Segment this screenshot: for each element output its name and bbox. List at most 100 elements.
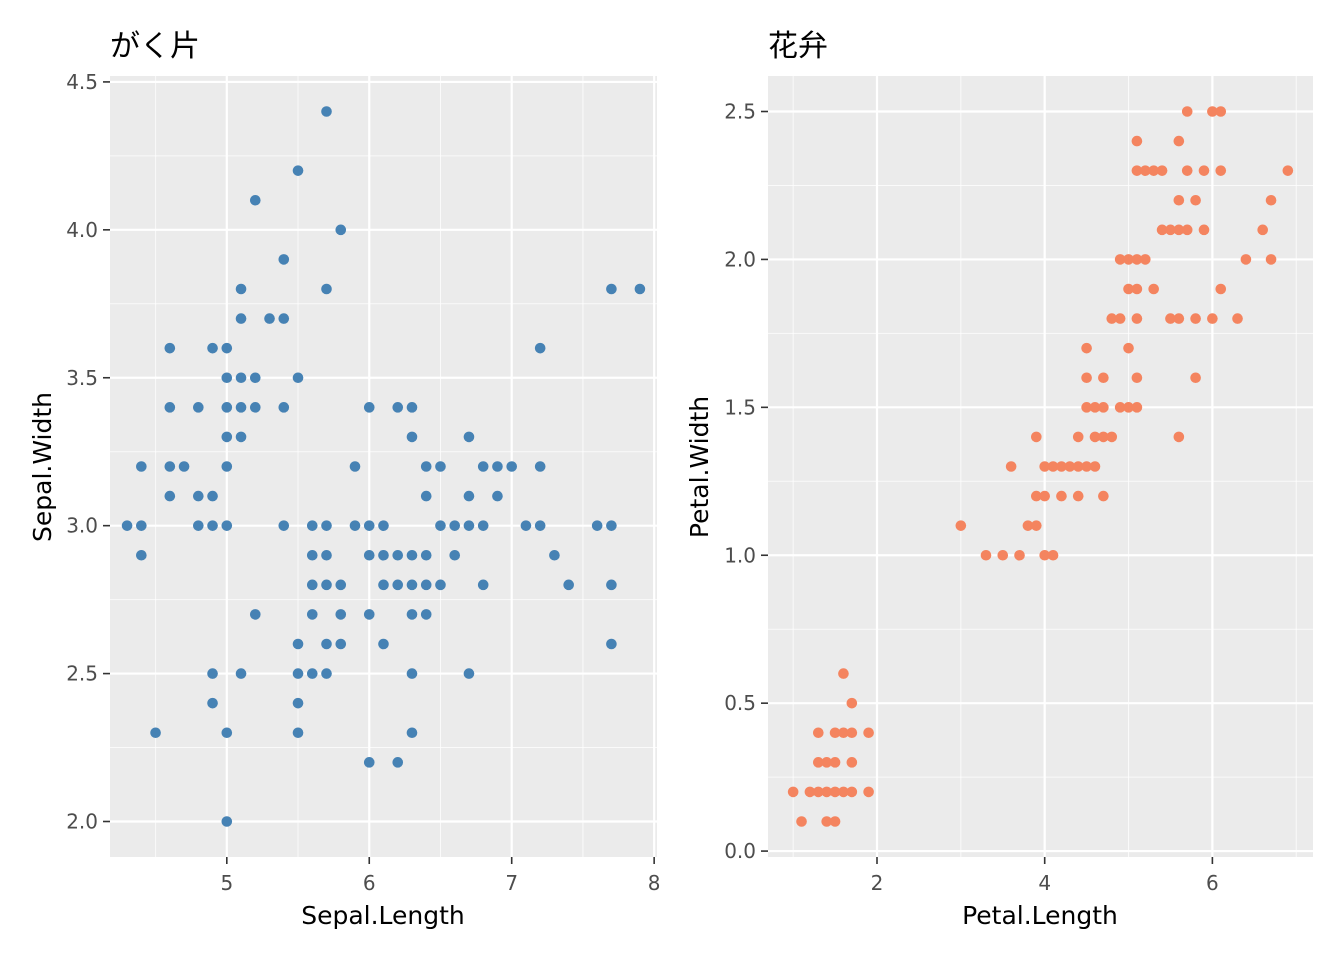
petal-data-point <box>1190 372 1201 384</box>
sepal-data-point <box>563 579 574 591</box>
sepal-data-point <box>420 461 432 472</box>
petal-data-point <box>1031 520 1042 531</box>
petal-data-point <box>1282 165 1294 176</box>
sepal-data-point <box>534 520 546 531</box>
sepal-data-point <box>264 313 275 324</box>
petal-data-point <box>1081 402 1092 413</box>
petal-data-point <box>1089 402 1101 413</box>
sepal-data-point <box>392 579 404 591</box>
sepal-data-point <box>363 402 375 413</box>
sepal-data-point <box>278 520 290 531</box>
sepal-data-point <box>492 490 503 502</box>
sepal-data-point <box>221 520 233 531</box>
petal-data-point <box>838 786 849 798</box>
sepal-ticks: 5 6 7 8 2.0 2.5 3.0 3.5 4.0 4.5 <box>66 70 660 895</box>
sepal-data-point <box>463 668 475 679</box>
sepal-data-point <box>335 638 347 650</box>
petal-y-tick-label: 2.5 <box>724 100 756 124</box>
sepal-points <box>121 106 646 827</box>
petal-data-point <box>1072 431 1084 443</box>
petal-data-point <box>1215 283 1227 295</box>
sepal-data-point <box>606 283 617 295</box>
sepal-data-point <box>534 461 546 472</box>
sepal-data-point <box>164 402 176 413</box>
petal-data-point <box>1207 106 1218 117</box>
petal-data-point <box>1056 490 1067 502</box>
petal-data-point <box>1232 313 1243 324</box>
petal-data-point <box>1140 165 1151 176</box>
sepal-data-point <box>420 549 432 561</box>
sepal-data-point <box>207 697 218 709</box>
petal-data-point <box>796 816 807 827</box>
petal-data-point <box>813 786 824 798</box>
petal-data-point <box>1031 490 1042 502</box>
petal-data-point <box>1131 165 1143 176</box>
sepal-data-point <box>321 106 332 117</box>
petal-data-point <box>1123 342 1134 354</box>
petal-grid <box>768 76 1313 857</box>
sepal-data-point <box>363 549 375 561</box>
sepal-data-point <box>306 579 318 591</box>
sepal-data-point <box>278 313 290 324</box>
sepal-data-point <box>306 609 318 620</box>
petal-data-point <box>1022 520 1034 531</box>
sepal-data-point <box>207 520 218 531</box>
sepal-x-tick-label: 6 <box>363 871 376 895</box>
petal-data-point <box>1072 461 1084 472</box>
sepal-data-point <box>420 490 432 502</box>
petal-data-point <box>1098 402 1109 413</box>
petal-data-point <box>1047 549 1059 561</box>
sepal-data-point <box>249 194 261 206</box>
petal-scatter-panel: 花弁 2 4 6 0.0 0.5 1.0 1.5 2.0 2.5 Petal.Length Pe… <box>685 29 1313 930</box>
sepal-data-point <box>449 520 461 531</box>
sepal-data-point <box>193 402 204 413</box>
sepal-data-point <box>463 431 475 443</box>
sepal-data-point <box>606 638 617 650</box>
sepal-data-point <box>420 609 432 620</box>
sepal-y-tick-label: 2.0 <box>66 810 98 834</box>
petal-data-point <box>1114 402 1126 413</box>
petal-data-point <box>838 727 849 739</box>
petal-data-point <box>1123 283 1134 295</box>
sepal-data-point <box>207 342 218 354</box>
petal-data-point <box>1131 283 1143 295</box>
sepal-data-point <box>306 668 318 679</box>
petal-y-axis-title: Petal.Width <box>685 396 714 538</box>
petal-data-point <box>863 727 874 739</box>
petal-data-point <box>1173 135 1185 147</box>
sepal-data-point <box>335 609 347 620</box>
petal-data-point <box>863 786 874 798</box>
sepal-data-point <box>463 490 475 502</box>
petal-x-axis-title: Petal.Length <box>962 901 1118 930</box>
sepal-data-point <box>477 520 489 531</box>
sepal-data-point <box>278 254 290 265</box>
sepal-data-point <box>406 668 418 679</box>
petal-data-point <box>1047 461 1059 472</box>
sepal-x-tick-label: 5 <box>220 871 233 895</box>
sepal-scatter-panel: がく片 5 6 7 82.02.53.03.54.04.5 Sepal.Length … <box>28 29 661 930</box>
sepal-data-point <box>292 668 304 679</box>
sepal-data-point <box>292 165 304 176</box>
sepal-data-point <box>164 342 176 354</box>
petal-data-point <box>1257 224 1268 236</box>
sepal-data-point <box>435 461 446 472</box>
petal-data-point <box>829 786 841 798</box>
petal-data-point <box>1173 224 1185 236</box>
petal-data-point <box>1064 461 1076 472</box>
sepal-data-point <box>235 283 247 295</box>
sepal-data-point <box>420 579 432 591</box>
sepal-y-tick-label: 4.5 <box>66 70 98 94</box>
sepal-data-point <box>292 697 304 709</box>
petal-plot-title: 花弁 <box>768 29 828 64</box>
sepal-y-tick-label: 3.0 <box>66 514 98 538</box>
petal-data-point <box>1005 461 1017 472</box>
sepal-data-point <box>549 549 560 561</box>
sepal-plot-title: がく片 <box>110 29 200 64</box>
petal-data-point <box>1098 372 1109 384</box>
sepal-data-point <box>392 549 404 561</box>
petal-x-tick-label: 6 <box>1206 871 1219 895</box>
sepal-data-point <box>449 549 461 561</box>
petal-data-point <box>1215 106 1227 117</box>
sepal-data-point <box>363 520 375 531</box>
